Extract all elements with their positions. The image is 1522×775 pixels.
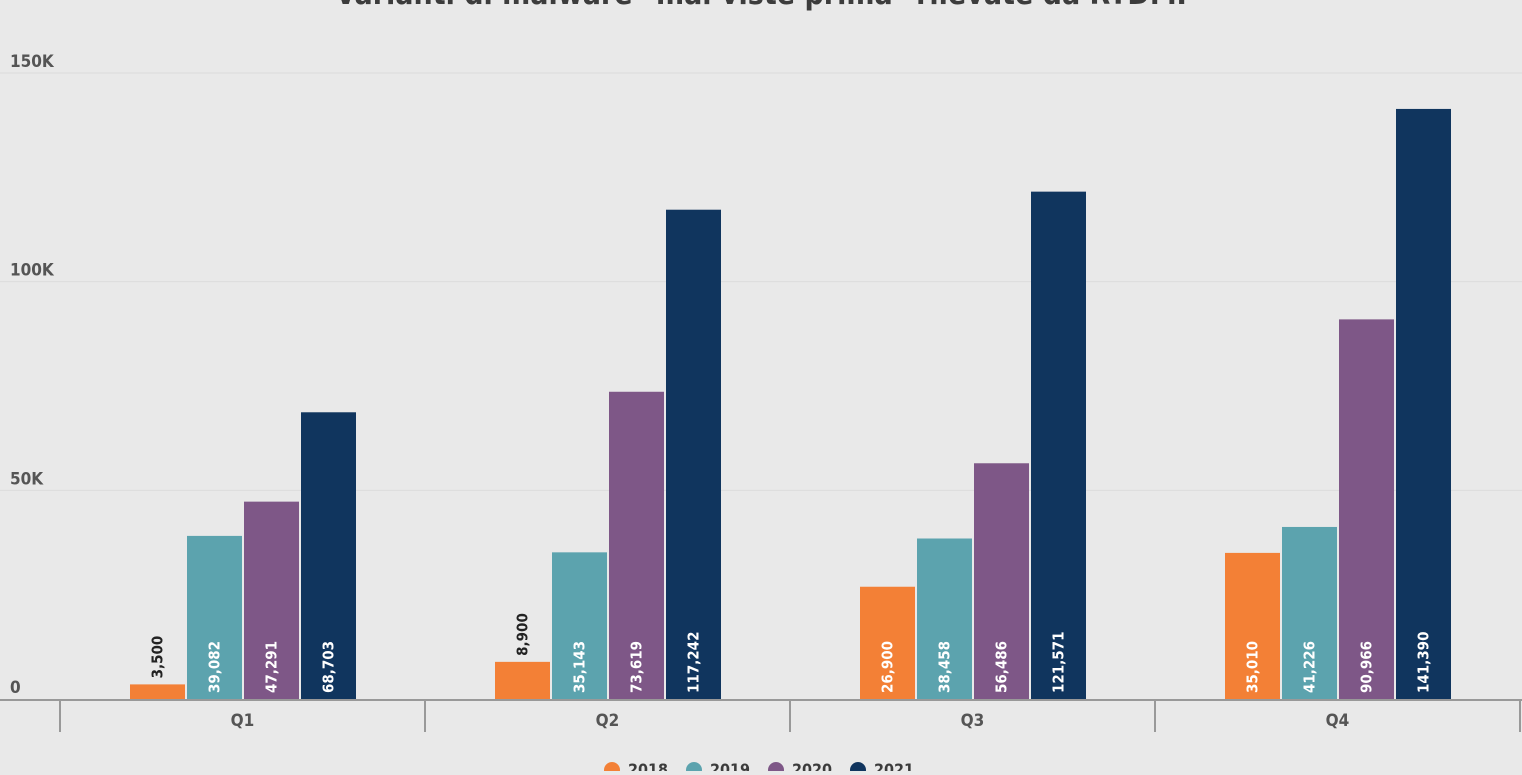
bar bbox=[301, 412, 356, 699]
data-label: 141,390 bbox=[1415, 632, 1433, 693]
data-label: 121,571 bbox=[1050, 632, 1068, 693]
data-label: 38,458 bbox=[936, 641, 954, 693]
bar bbox=[1282, 526, 1337, 699]
data-label: 35,010 bbox=[1244, 641, 1262, 693]
bar bbox=[1396, 108, 1451, 700]
bar bbox=[666, 209, 721, 699]
legend-marker bbox=[604, 762, 620, 775]
y-tick-label: 50K bbox=[10, 469, 44, 489]
bar bbox=[860, 586, 915, 699]
legend-label: 2018 bbox=[628, 760, 668, 771]
bar bbox=[244, 501, 299, 699]
bar bbox=[552, 552, 607, 699]
x-tick-label: Q3 bbox=[961, 711, 985, 731]
data-label: 3,500 bbox=[149, 636, 167, 679]
data-label: 90,966 bbox=[1358, 641, 1376, 693]
data-label: 68,703 bbox=[320, 641, 338, 693]
bar bbox=[495, 661, 550, 699]
gridlines: 0 50K 100K 150K bbox=[0, 52, 1522, 698]
legend-label: 2019 bbox=[710, 760, 750, 771]
legend-label: 2021 bbox=[874, 760, 914, 771]
data-label: 26,900 bbox=[879, 641, 897, 693]
bar bbox=[1225, 552, 1280, 699]
x-tick-label: Q2 bbox=[596, 711, 620, 731]
legend-marker bbox=[768, 762, 784, 775]
legend-label: 2020 bbox=[792, 760, 832, 771]
bar bbox=[187, 535, 242, 699]
bars: 3,500 39,082 47,291 68,703 8,900 35,143 73,619… bbox=[130, 108, 1451, 700]
data-label: 117,242 bbox=[685, 632, 703, 693]
y-tick-label: 0 bbox=[10, 678, 21, 698]
bar bbox=[1339, 319, 1394, 699]
legend-marker bbox=[686, 762, 702, 775]
legend: 2018 2019 2020 2021 bbox=[604, 760, 914, 775]
data-label: 73,619 bbox=[628, 641, 646, 693]
y-tick-label: 100K bbox=[10, 261, 55, 281]
data-label: 39,082 bbox=[206, 641, 224, 693]
data-label: 56,486 bbox=[993, 641, 1011, 693]
data-label: 41,226 bbox=[1301, 641, 1319, 693]
bar bbox=[917, 538, 972, 699]
data-label: 47,291 bbox=[263, 641, 281, 693]
x-tick-label: Q1 bbox=[231, 711, 255, 731]
bar bbox=[974, 463, 1029, 699]
bar bbox=[609, 391, 664, 699]
bar bbox=[1031, 191, 1086, 700]
x-axis: Q1 Q2 Q3 Q4 bbox=[0, 699, 1522, 732]
x-tick-label: Q4 bbox=[1326, 711, 1350, 731]
bar bbox=[130, 684, 185, 699]
data-label: 35,143 bbox=[571, 641, 589, 693]
data-label: 8,900 bbox=[514, 613, 532, 656]
legend-marker bbox=[850, 762, 866, 775]
y-tick-label: 150K bbox=[10, 52, 55, 72]
chart-title: Varianti di malware "mai viste prima" ri… bbox=[335, 0, 1186, 12]
